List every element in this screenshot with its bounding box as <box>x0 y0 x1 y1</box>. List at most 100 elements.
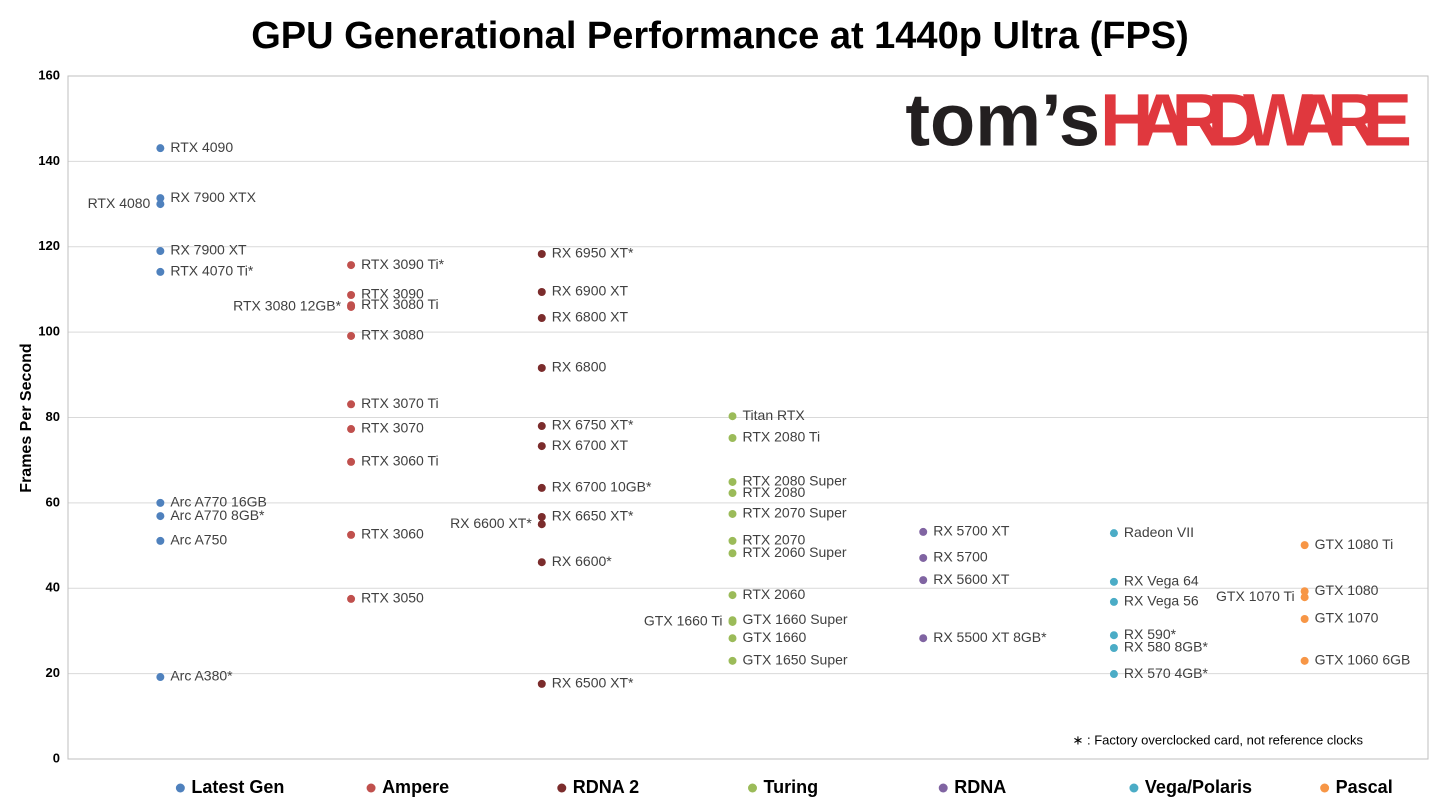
point-label: RX Vega 56 <box>1124 593 1199 609</box>
point-label: RX 6650 XT* <box>552 508 634 524</box>
point <box>1109 529 1118 538</box>
point <box>156 144 165 153</box>
point-label: RX 6600 XT* <box>450 515 532 531</box>
point <box>156 498 165 507</box>
point-label: RTX 3070 Ti <box>361 395 439 411</box>
point <box>1300 656 1309 665</box>
point <box>537 287 546 296</box>
point <box>728 433 737 442</box>
point-label: GTX 1080 Ti <box>1315 536 1394 552</box>
point <box>1109 670 1118 679</box>
y-axis-label: Frames Per Second <box>18 343 35 492</box>
point-label: RTX 3090 Ti* <box>361 256 445 272</box>
point <box>347 290 356 299</box>
point <box>728 477 737 486</box>
point-label: RTX 3060 Ti <box>361 453 439 469</box>
point-label: RTX 3090 <box>361 286 424 302</box>
point <box>537 422 546 431</box>
point <box>728 634 737 643</box>
point-label: RX 6500 XT* <box>552 675 634 691</box>
point <box>919 634 928 643</box>
point-label: RX 6800 <box>552 359 607 375</box>
point <box>347 331 356 340</box>
point-label: GTX 1650 Super <box>743 652 848 668</box>
point <box>728 489 737 498</box>
point <box>156 200 165 209</box>
point-label: Arc A750 <box>170 532 227 548</box>
y-tick-label: 20 <box>46 665 60 680</box>
point <box>1109 577 1118 586</box>
point-label: RX 6700 XT <box>552 437 629 453</box>
point <box>1109 631 1118 640</box>
point-label: RTX 3080 12GB* <box>233 298 341 314</box>
point <box>347 400 356 409</box>
point <box>537 250 546 259</box>
point <box>156 673 165 682</box>
point-label: RTX 4070 Ti* <box>170 263 254 279</box>
point-label: RX 580 8GB* <box>1124 639 1209 655</box>
chart-title: GPU Generational Performance at 1440p Ul… <box>251 15 1189 57</box>
point <box>156 512 165 521</box>
point-label: RTX 2080 Super <box>743 473 847 489</box>
point-label: Titan RTX <box>743 407 806 423</box>
legend-marker <box>748 783 757 793</box>
point <box>1300 587 1309 596</box>
point-label: RX 5600 XT <box>933 571 1010 587</box>
point <box>156 194 165 203</box>
y-tick-label: 120 <box>38 238 60 253</box>
point <box>1109 644 1118 653</box>
point-label: RX 5700 XT <box>933 523 1010 539</box>
legend-label: Vega/Polaris <box>1145 777 1252 797</box>
legend-label: RDNA <box>954 777 1006 797</box>
point-label: RTX 2070 Super <box>743 505 847 521</box>
point <box>347 261 356 270</box>
point-label: RTX 3070 <box>361 420 424 436</box>
point <box>537 520 546 529</box>
point <box>347 594 356 603</box>
point-label: RX 590* <box>1124 626 1177 642</box>
point-label: Arc A770 16GB <box>170 494 267 510</box>
point <box>1300 614 1309 623</box>
point-label: RX 6950 XT* <box>552 245 634 261</box>
point-label: GTX 1070 <box>1315 610 1379 626</box>
point-label: RTX 3080 Ti <box>361 296 439 312</box>
logo-part: HARDWARE <box>1100 79 1412 162</box>
point-label: RX 7900 XT <box>170 242 247 258</box>
point <box>537 679 546 688</box>
point <box>1300 593 1309 602</box>
footnote: ∗ : Factory overclocked card, not refere… <box>1072 732 1363 747</box>
y-tick-label: 40 <box>46 580 60 595</box>
point <box>156 267 165 276</box>
point <box>1109 597 1118 606</box>
point <box>919 576 928 585</box>
point-label: GTX 1660 <box>743 629 807 645</box>
point <box>537 558 546 567</box>
point <box>537 314 546 323</box>
point <box>347 457 356 466</box>
point-label: RX Vega 64 <box>1124 573 1199 589</box>
point <box>347 530 356 539</box>
point <box>156 536 165 545</box>
point-label: RX 7900 XTX <box>170 189 256 205</box>
legend-marker <box>1129 783 1139 793</box>
legend-marker <box>938 783 948 793</box>
point-label: RX 6600* <box>552 553 612 569</box>
point <box>919 553 928 562</box>
point-label: GTX 1080 <box>1315 582 1379 598</box>
point-label: RX 5700 <box>933 549 988 565</box>
point <box>537 363 546 372</box>
legend-label: Latest Gen <box>191 777 284 797</box>
legend-label: Pascal <box>1336 777 1393 797</box>
plot-frame <box>67 75 1429 760</box>
point-label: RTX 4090 <box>170 139 233 155</box>
point <box>728 617 737 626</box>
point <box>537 442 546 451</box>
y-tick-label: 160 <box>38 67 60 82</box>
point-label: RTX 2080 <box>743 484 806 500</box>
point <box>1300 541 1309 550</box>
point <box>347 302 356 311</box>
point-label: Arc A770 8GB* <box>170 507 265 523</box>
point <box>728 656 737 665</box>
legend-marker <box>1320 783 1330 793</box>
